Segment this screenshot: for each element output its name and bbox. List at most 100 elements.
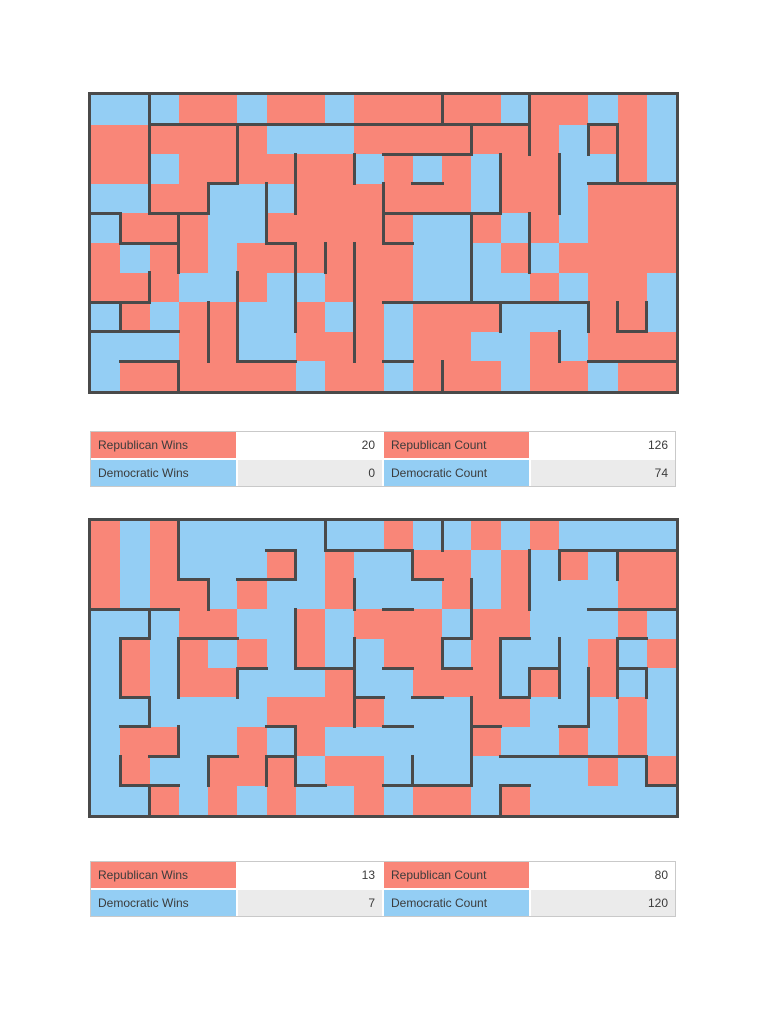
district-cell [91, 302, 121, 333]
district-cell [559, 272, 589, 303]
district-border [616, 754, 649, 758]
district-border [382, 300, 415, 304]
district-cell [120, 756, 151, 787]
district-border [206, 123, 239, 127]
district-cell [91, 331, 121, 362]
district-cell [325, 302, 355, 333]
district-border [469, 607, 473, 641]
district-border [411, 578, 444, 582]
district-cell [383, 361, 414, 391]
district-cell [442, 243, 472, 274]
district-border [206, 754, 210, 788]
district-cell [354, 550, 385, 581]
district-border [469, 300, 502, 304]
district-cell [442, 521, 472, 551]
district-cell [500, 785, 531, 815]
district-cell [120, 331, 151, 362]
district-cell [529, 550, 560, 581]
district-border [645, 607, 676, 611]
district-cell [295, 95, 326, 126]
district-cell [500, 726, 531, 757]
district-cell [559, 154, 589, 185]
district-cell [178, 272, 209, 303]
district-cell [91, 609, 121, 640]
district-cell [412, 609, 443, 640]
district-cell [91, 361, 121, 391]
district-border [440, 666, 473, 670]
district-cell [149, 243, 180, 274]
district-cell [442, 668, 472, 698]
district-cell [208, 521, 238, 551]
district-cell [354, 638, 385, 669]
democratic-count-label: Democratic Count [384, 460, 529, 486]
district-border [586, 182, 619, 186]
district-cell [325, 726, 355, 757]
district-border [177, 211, 181, 245]
district-cell [646, 726, 676, 757]
district-cell [412, 302, 443, 333]
district-border [148, 784, 151, 815]
democratic-count-value: 120 [531, 890, 675, 916]
district-cell [529, 726, 560, 757]
district-border [235, 666, 268, 670]
district-cell [500, 638, 531, 669]
district-border [469, 123, 502, 127]
district-cell [559, 243, 589, 274]
district-cell [208, 95, 238, 126]
district-border [382, 211, 385, 245]
district-border [91, 607, 122, 611]
district-cell [266, 183, 297, 214]
district-cell [266, 697, 297, 728]
district-cell [559, 361, 589, 391]
district-cell [383, 638, 414, 669]
district-cell [208, 756, 238, 787]
district-cell [617, 521, 648, 551]
district-cell [120, 302, 151, 333]
district-cell [588, 550, 619, 581]
district-cell [208, 154, 238, 185]
district-cell [559, 521, 589, 551]
district-border [616, 359, 649, 363]
district-cell [471, 361, 502, 391]
district-cell [588, 331, 619, 362]
district-cell [500, 521, 531, 551]
republican-wins-value: 20 [238, 432, 382, 458]
district-cell [178, 638, 209, 669]
district-cell [646, 697, 676, 728]
district-border [294, 182, 298, 215]
district-border [382, 359, 415, 363]
district-border [352, 666, 356, 699]
district-cell [442, 272, 472, 303]
district-cell [383, 726, 414, 757]
district-border [352, 695, 385, 699]
district-cell [383, 154, 414, 185]
district-cell [412, 726, 443, 757]
district-cell [529, 785, 560, 815]
district-cell [588, 124, 619, 155]
district-border [586, 359, 619, 363]
district-cell [325, 272, 355, 303]
district-cell [266, 609, 297, 640]
district-border [148, 271, 151, 304]
district-cell [120, 124, 151, 155]
district-cell [208, 302, 238, 333]
district-cell [295, 124, 326, 155]
democratic-wins-value: 0 [238, 460, 382, 486]
district-border [616, 330, 649, 334]
district-cell [471, 609, 502, 640]
district-border [148, 607, 181, 611]
democratic-count-label: Democratic Count [384, 890, 529, 916]
district-cell [442, 697, 472, 728]
district-border [352, 123, 385, 127]
district-cell [208, 609, 238, 640]
district-cell [529, 183, 560, 214]
district-cell [91, 638, 121, 669]
district-cell [237, 183, 268, 214]
district-cell [178, 785, 209, 815]
district-cell [529, 213, 560, 244]
district-cell [295, 668, 326, 698]
district-cell [442, 638, 472, 669]
district-border [294, 784, 327, 788]
district-border [148, 95, 151, 127]
district-border [440, 95, 444, 127]
